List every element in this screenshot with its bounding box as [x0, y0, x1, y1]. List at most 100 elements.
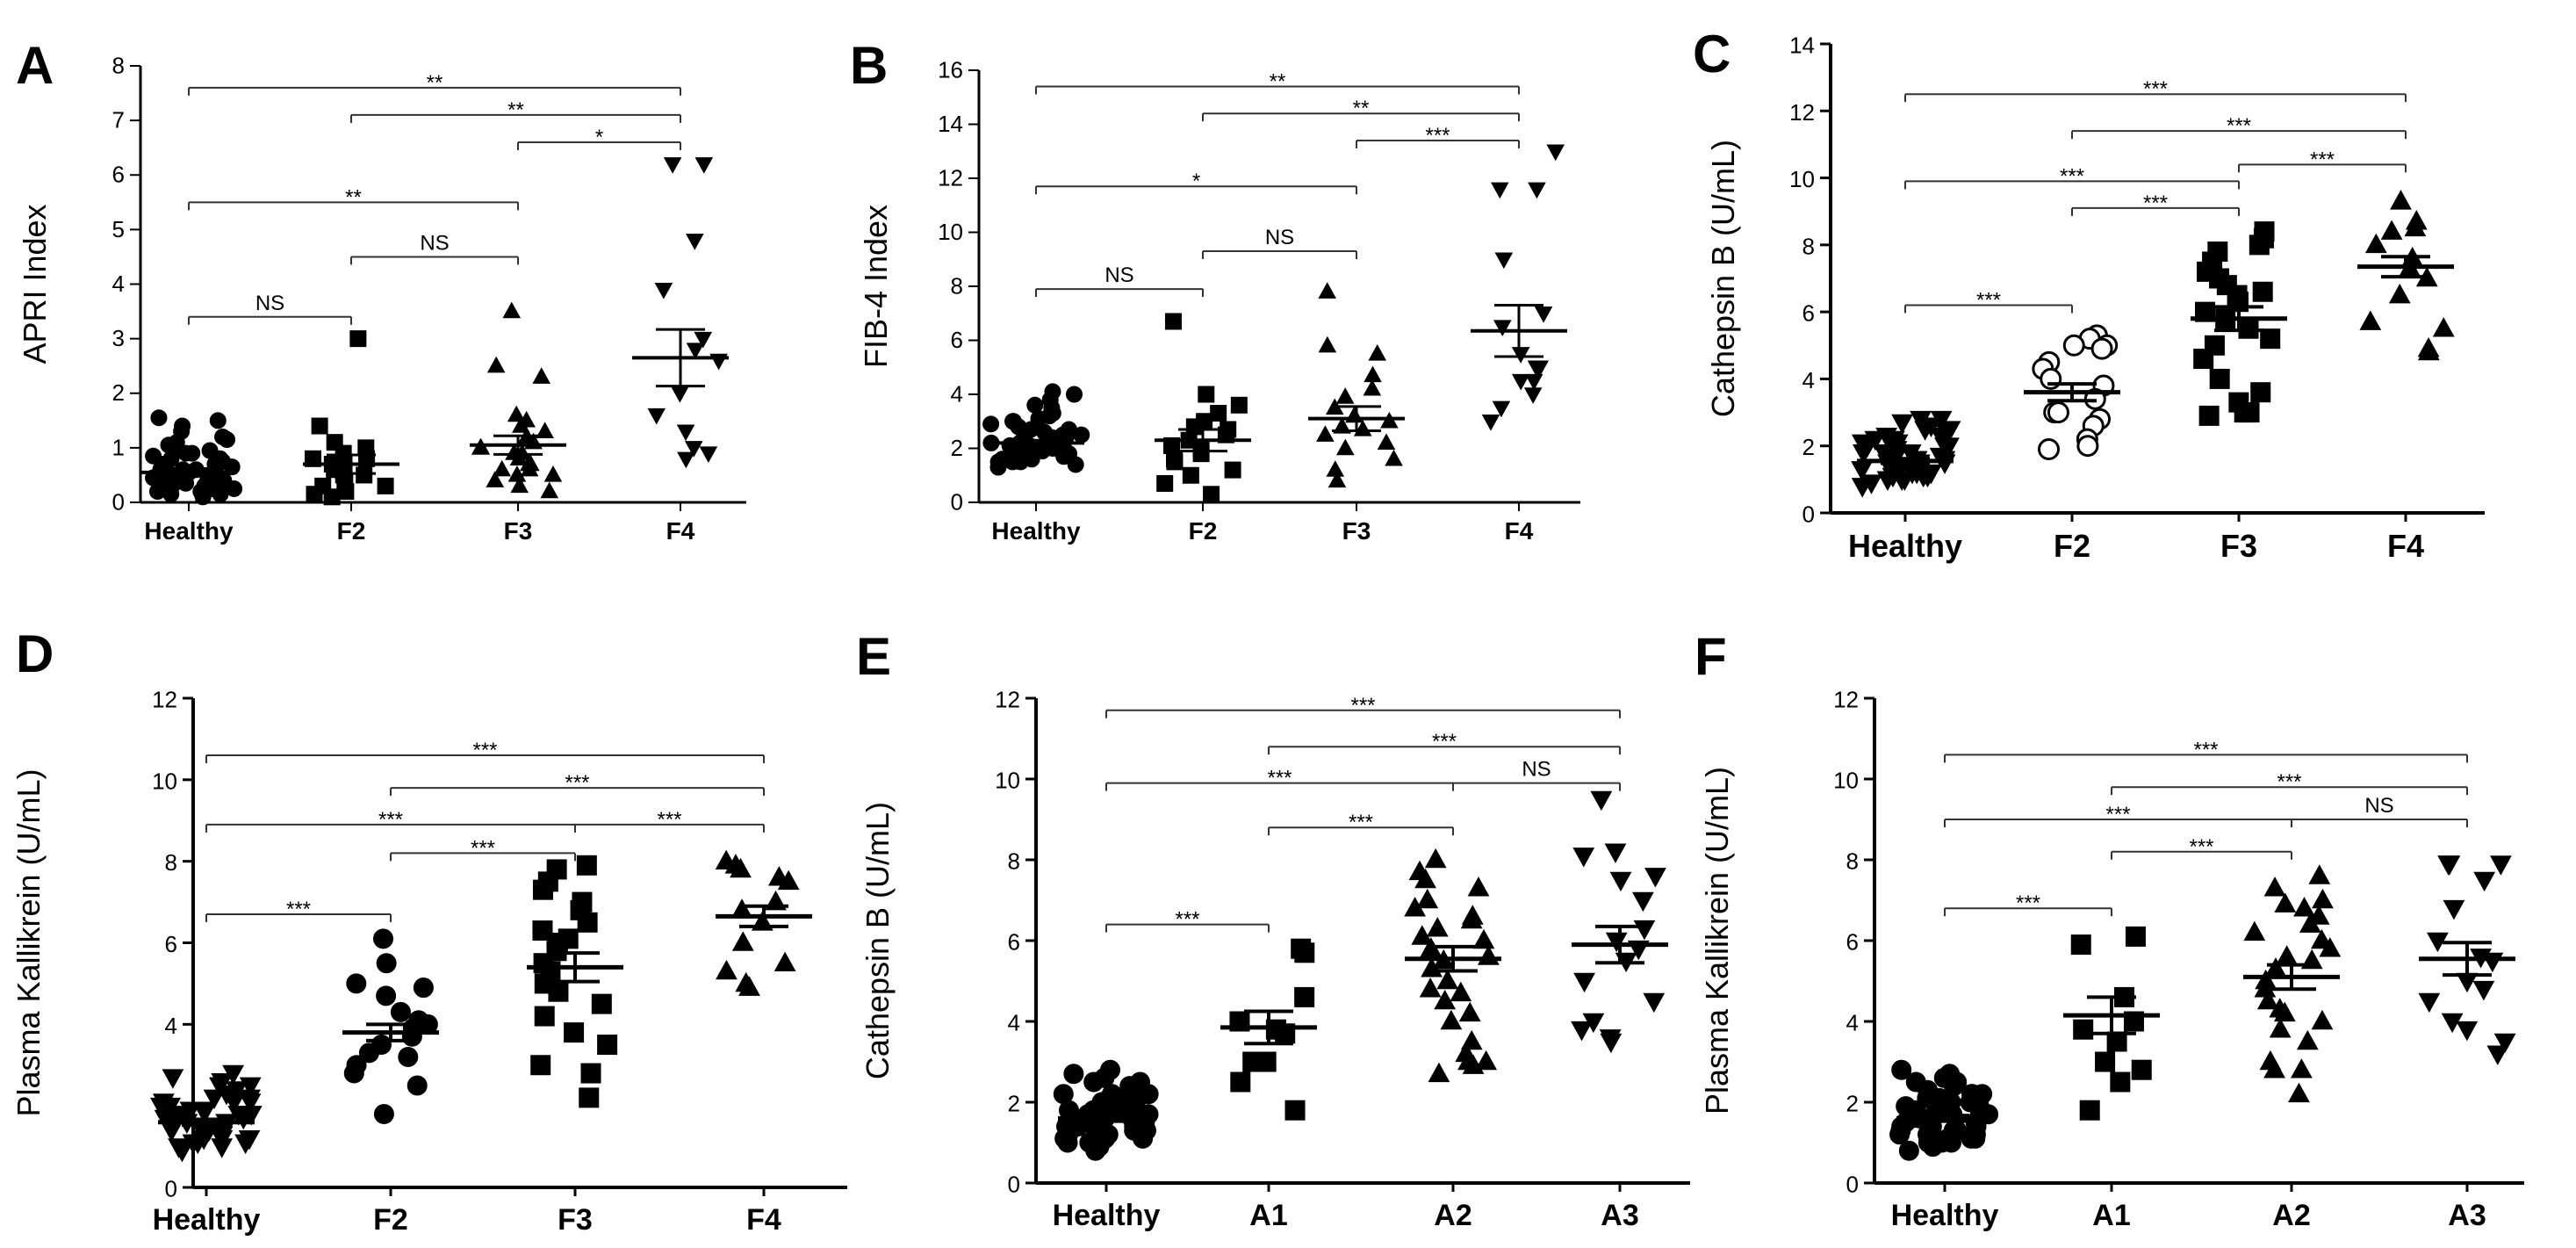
- x-tick-label: Healthy: [1848, 528, 1962, 564]
- y-tick-label: 6: [165, 931, 177, 957]
- data-point: [214, 428, 232, 445]
- data-point: [1918, 1124, 1939, 1145]
- data-point: [502, 301, 522, 319]
- y-tick-label: 2: [951, 435, 963, 461]
- y-tick-label: 10: [938, 219, 963, 245]
- significance-bracket: ***: [2071, 191, 2240, 216]
- significance-label: ***: [2310, 148, 2335, 171]
- significance-label: ***: [1425, 124, 1450, 148]
- data-point: [1335, 387, 1355, 404]
- data-point: [2047, 401, 2069, 424]
- data-point: [1546, 144, 1565, 162]
- x-tick-label: F2: [373, 1203, 408, 1237]
- data-point: [2260, 328, 2281, 350]
- y-tick-label: 8: [1802, 233, 1815, 259]
- data-point: [671, 386, 689, 403]
- significance-label: NS: [1522, 758, 1551, 782]
- significance-label: ***: [1267, 767, 1292, 790]
- data-point: [1604, 843, 1627, 863]
- significance-label: ***: [1350, 694, 1375, 718]
- data-point: [1644, 868, 1666, 888]
- significance-label: ***: [2277, 770, 2301, 794]
- data-point: [1326, 460, 1345, 477]
- y-tick-label: 2: [1802, 434, 1815, 460]
- data-point: [577, 912, 598, 933]
- data-point: [1099, 1059, 1120, 1080]
- significance-bracket: ***: [1904, 77, 2407, 103]
- data-point: [543, 465, 563, 482]
- x-tick-label: F3: [504, 517, 533, 545]
- data-point: [191, 1101, 214, 1122]
- significance-bracket: ***: [1105, 694, 1621, 718]
- data-point: [407, 1075, 428, 1096]
- data-point: [226, 1081, 248, 1101]
- data-point: [2234, 402, 2255, 423]
- data-point: [1932, 430, 1954, 451]
- data-point: [1192, 445, 1210, 463]
- data-point: [1203, 486, 1220, 503]
- y-axis-title: Cathepsin B (U/mL): [860, 802, 896, 1079]
- data-point: [2319, 937, 2342, 957]
- series-healthy: [145, 409, 243, 506]
- data-point: [356, 466, 373, 484]
- significance-label: ***: [1175, 908, 1199, 932]
- data-point: [548, 981, 569, 1002]
- data-point: [150, 409, 168, 427]
- data-point: [1600, 1033, 1623, 1054]
- x-tick-label: Healthy: [1053, 1199, 1161, 1232]
- data-point: [684, 441, 703, 458]
- significance-label: NS: [1265, 226, 1294, 249]
- data-point: [2273, 1001, 2296, 1022]
- y-axis-title: Cathepsin B (U/mL): [1705, 140, 1741, 417]
- data-point: [1411, 925, 1434, 945]
- data-point: [1065, 386, 1083, 403]
- data-point: [1364, 365, 1382, 383]
- series-healthy: [150, 1064, 263, 1163]
- significance-label: **: [507, 98, 524, 122]
- significance-bracket: NS: [2291, 794, 2468, 827]
- y-axis-title: Plasma Kallikrein (U/mL): [11, 768, 47, 1116]
- y-tick-label: 16: [938, 56, 963, 83]
- significance-bracket: ***: [390, 771, 765, 797]
- panel-f: F 0 2 4 6 8 10 12 Plasma Kallikrein (U/mL) Health…: [1695, 627, 2524, 1232]
- x-tick-label: F2: [337, 517, 366, 545]
- y-tick-label: 5: [112, 216, 125, 242]
- significance-bracket: **: [188, 185, 519, 211]
- data-point: [1572, 848, 1595, 868]
- series-f2: [2032, 324, 2119, 461]
- data-point: [183, 444, 201, 462]
- data-point: [694, 157, 714, 174]
- data-point: [1478, 945, 1500, 965]
- y-tick-label: 12: [938, 164, 963, 191]
- data-point: [1156, 474, 1174, 492]
- data-point: [1590, 790, 1613, 812]
- data-point: [540, 481, 559, 499]
- data-point: [510, 476, 529, 494]
- y-tick-label: 3: [112, 325, 125, 351]
- x-tick-label: F4: [746, 1203, 781, 1237]
- data-point: [1198, 386, 1215, 403]
- data-point: [2296, 1029, 2319, 1050]
- data-point: [2288, 1082, 2310, 1103]
- data-point: [2209, 368, 2230, 389]
- data-point: [597, 1035, 618, 1056]
- x-tick-label: Healthy: [153, 1203, 261, 1237]
- data-point: [486, 471, 505, 487]
- data-point: [1101, 1096, 1122, 1117]
- significance-label: ***: [472, 739, 497, 762]
- significance-label: ***: [2143, 191, 2168, 215]
- panel-letter: F: [1695, 627, 1727, 686]
- significance-label: ***: [286, 898, 311, 921]
- data-point: [2263, 876, 2286, 897]
- panel-letter: B: [850, 36, 888, 95]
- series-f4: [647, 157, 728, 469]
- data-point: [1294, 986, 1315, 1007]
- data-point: [774, 951, 796, 972]
- significance-bracket: ***: [2238, 148, 2407, 173]
- significance-label: ***: [471, 836, 495, 860]
- data-point: [1333, 416, 1351, 434]
- series-f4: [715, 849, 800, 996]
- data-point: [2070, 934, 2091, 956]
- data-point: [1053, 1084, 1074, 1105]
- data-point: [2312, 888, 2334, 909]
